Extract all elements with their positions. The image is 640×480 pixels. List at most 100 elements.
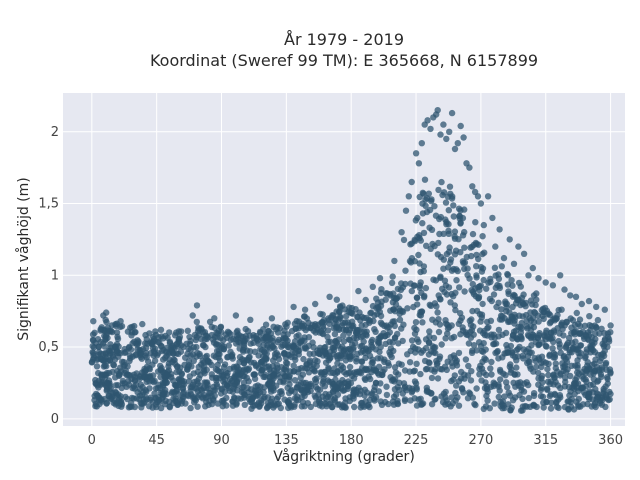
data-point [371,397,378,404]
data-point [152,331,160,339]
data-point [307,362,314,369]
data-point [396,316,404,323]
data-point [216,351,223,358]
data-point [437,365,444,373]
data-point [184,366,191,373]
data-point [505,389,512,396]
data-point [492,243,499,250]
data-point [345,336,353,343]
data-point [526,358,533,365]
data-point [386,329,393,336]
data-point [357,349,365,356]
data-point [385,400,392,408]
data-point [423,208,431,216]
data-point [551,354,559,361]
data-point [497,376,504,383]
data-point [363,328,370,335]
data-point [381,358,388,366]
data-point [396,379,403,386]
data-point [97,326,104,333]
data-point [475,255,482,263]
data-point [379,371,386,379]
data-point [509,293,517,300]
data-point [544,333,551,340]
data-point [330,346,338,354]
data-point [581,322,589,329]
data-point [246,393,253,400]
data-point [192,397,199,404]
data-point [126,357,133,365]
data-point [439,399,447,406]
data-point [322,348,329,356]
data-point [582,331,589,338]
data-point [436,215,443,223]
data-point [535,318,542,325]
data-point [285,389,293,397]
data-point [495,275,503,282]
data-point [501,393,508,400]
data-point [426,328,433,335]
data-point [208,323,215,331]
data-point [557,272,564,279]
data-point [146,366,153,373]
data-point [498,263,505,270]
data-point [117,364,124,371]
data-point [478,347,485,355]
data-point [258,361,265,368]
data-point [445,221,452,228]
data-point [374,338,382,345]
data-point [292,356,299,363]
data-point [601,337,608,344]
data-point [479,233,486,240]
data-point [504,270,511,278]
data-point [149,345,157,352]
data-point [383,391,391,399]
data-point [302,326,309,334]
data-point [567,372,574,380]
data-point [428,226,436,233]
data-point [226,365,233,373]
data-point [423,384,430,391]
data-point [412,319,420,326]
data-point [398,361,405,368]
data-point [590,370,597,377]
data-point [442,216,449,223]
data-point [540,404,547,411]
data-point [193,318,200,326]
data-point [267,384,274,391]
data-point [556,341,563,348]
data-point [358,322,365,329]
data-point [333,296,340,303]
data-point [191,331,199,339]
data-point [362,296,369,304]
data-point [362,366,370,373]
data-point [437,253,445,261]
data-point [445,227,452,234]
data-point [602,393,610,400]
data-point [139,320,146,328]
data-point [408,178,415,186]
data-point [470,342,478,349]
data-point [346,351,353,358]
data-point [440,390,448,397]
data-point [219,373,227,381]
data-point [449,193,456,200]
data-point [133,395,140,402]
data-point [314,358,321,365]
data-point [442,317,449,324]
data-point [186,333,193,341]
data-point [210,339,218,346]
data-point [233,401,240,408]
data-point [519,407,526,414]
data-point [413,294,421,301]
data-point [360,314,367,322]
data-point [189,381,196,389]
data-point [601,347,608,354]
data-point [535,375,542,382]
data-point [497,398,504,406]
data-point [590,381,597,388]
data-point [593,303,600,311]
data-point [334,360,341,367]
data-point [465,362,472,370]
